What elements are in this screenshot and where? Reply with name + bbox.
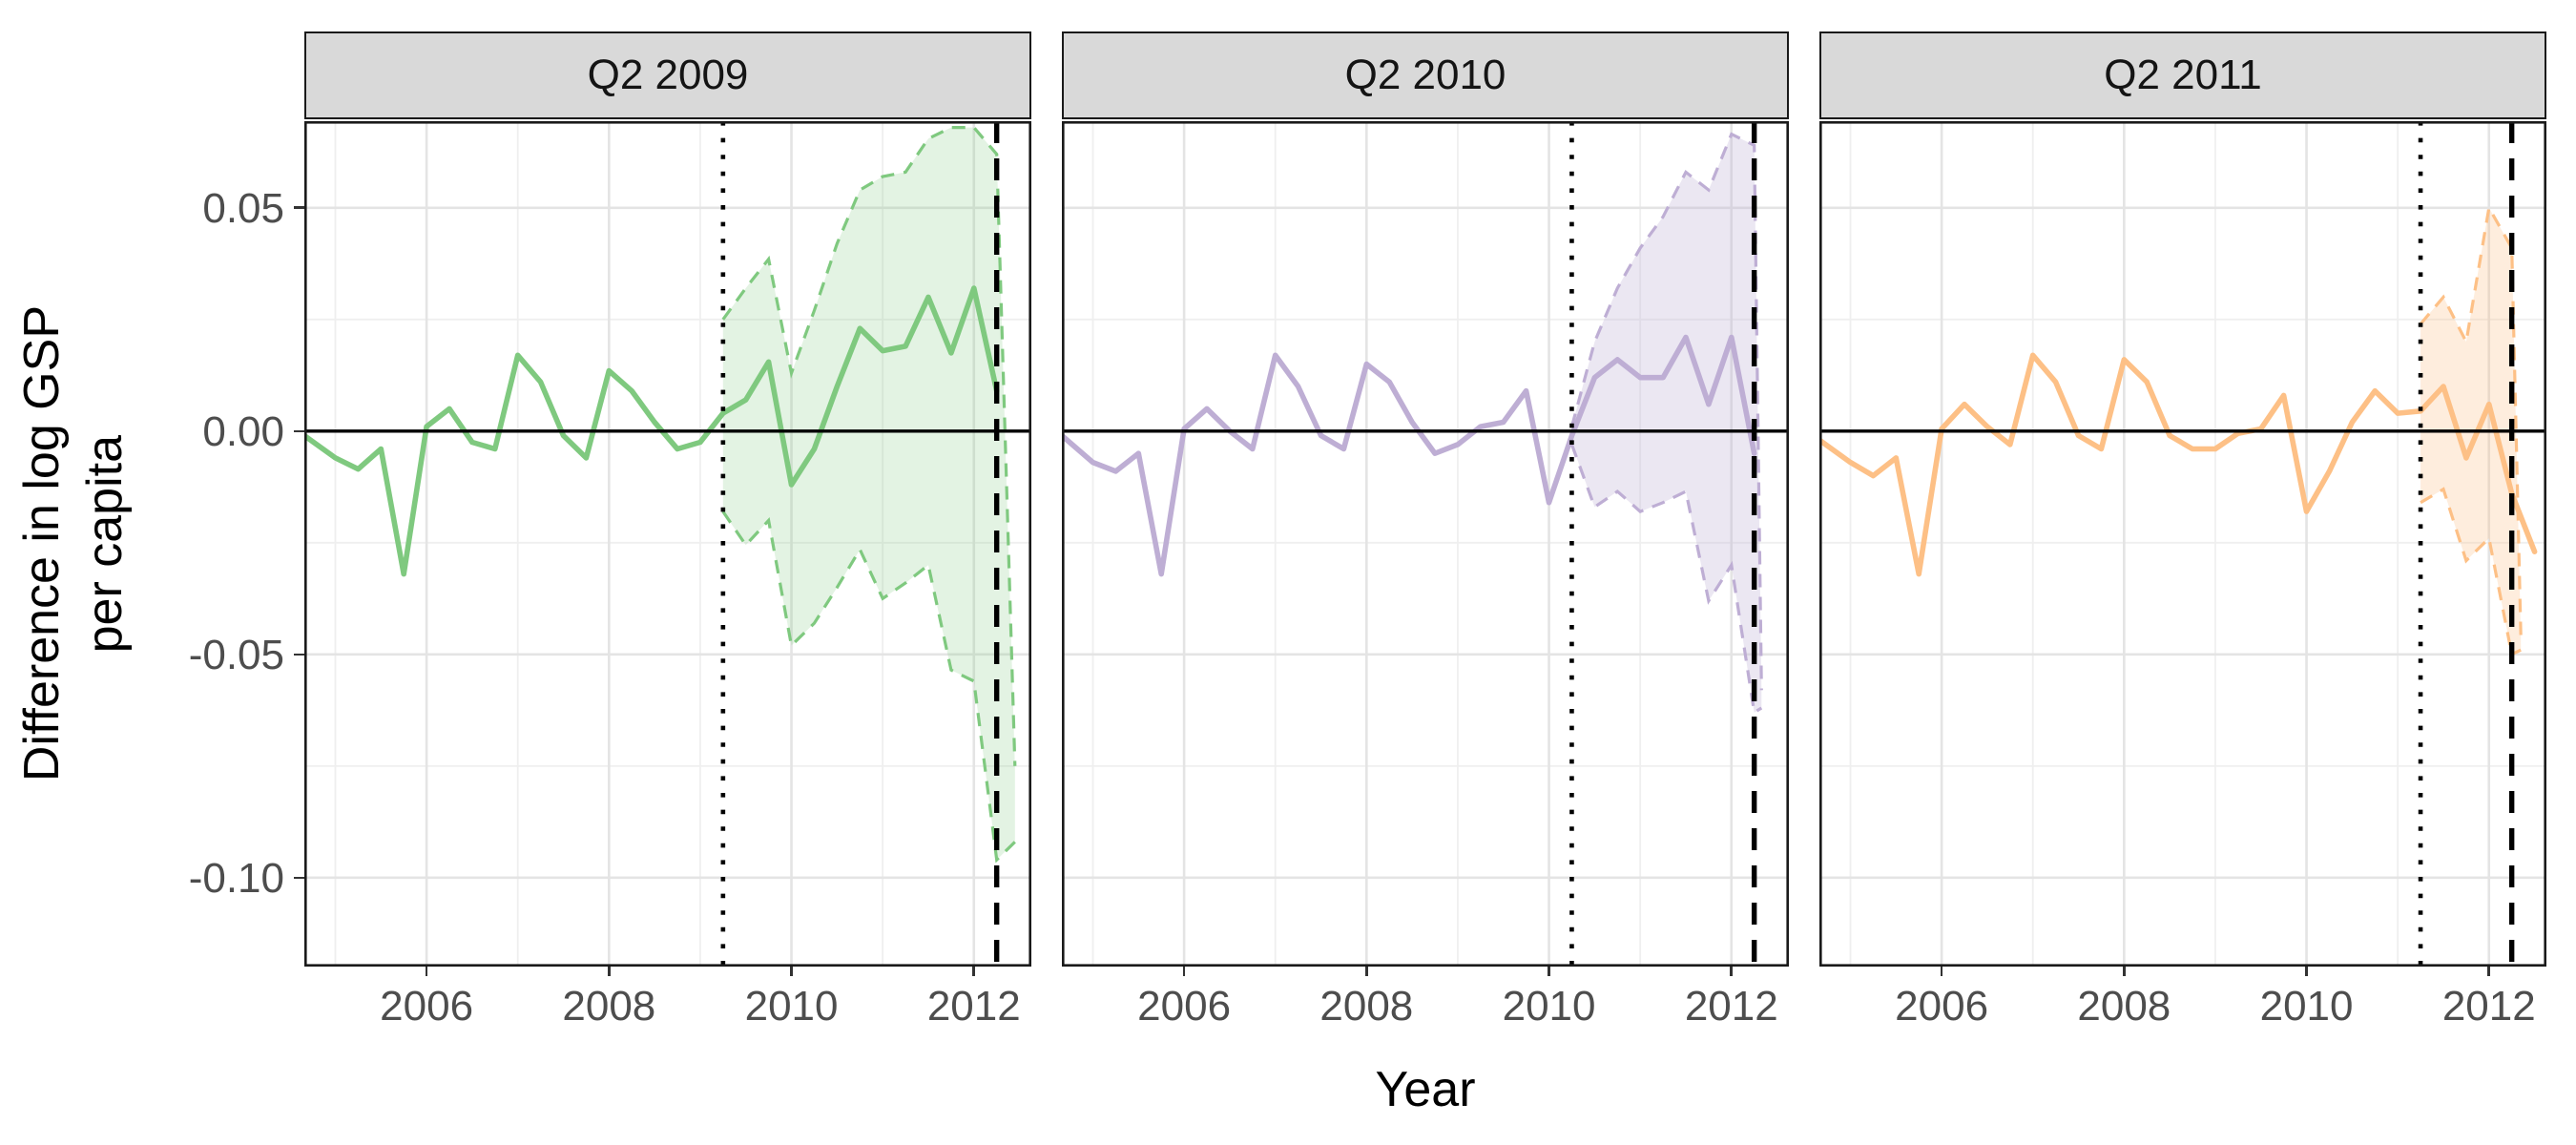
x-axis-tick-label: 2008 — [1319, 983, 1414, 1030]
confidence-ribbon — [1571, 134, 1762, 713]
y-axis-title: Difference in log GSP per capita — [13, 121, 134, 967]
facet-strip: Q2 2011 — [1819, 31, 2546, 119]
facet-strip-label: Q2 2011 — [2104, 52, 2262, 98]
x-axis-tick-mark — [790, 967, 793, 976]
x-axis-tick-mark — [1365, 967, 1368, 976]
x-axis-tick-label: 2006 — [1895, 983, 1989, 1030]
facet-strip-label: Q2 2010 — [1344, 52, 1506, 98]
ci-lower-dashed-line — [721, 510, 1016, 864]
x-axis-tick-label: 2008 — [2077, 983, 2171, 1030]
x-axis-tick-label: 2010 — [2259, 983, 2354, 1030]
x-axis-tick-mark — [425, 967, 428, 976]
x-axis-tick-mark — [608, 967, 611, 976]
y-axis-tick-label: -0.05 — [188, 631, 284, 678]
x-axis-tick-mark — [1940, 967, 1943, 976]
y-axis-title-line2: per capita — [77, 434, 133, 654]
y-axis-title-line1: Difference in log GSP — [14, 305, 70, 782]
x-axis-tick-mark — [2305, 967, 2308, 976]
x-axis-tick-label: 2006 — [380, 983, 474, 1030]
y-axis-tick-mark — [294, 876, 304, 880]
ci-lower-dashed-line — [1569, 444, 1763, 716]
facet-strip: Q2 2009 — [304, 31, 1031, 119]
x-axis-tick-mark — [1548, 967, 1550, 976]
x-axis-tick-label: 2012 — [926, 983, 1021, 1030]
x-axis-tick-label: 2010 — [744, 983, 839, 1030]
panel-border — [304, 121, 1031, 967]
x-axis-tick-mark — [1730, 967, 1734, 976]
x-axis-tick-label: 2006 — [1137, 983, 1232, 1030]
gap-estimate-line — [1062, 334, 1757, 577]
chart-panel — [304, 121, 1031, 967]
ci-upper-dashed-line — [721, 126, 1017, 766]
facet-strip-label: Q2 2009 — [587, 52, 749, 98]
y-axis-tick-mark — [294, 206, 304, 210]
x-axis-tick-label: 2010 — [1502, 983, 1596, 1030]
x-axis-tick-label: 2012 — [2441, 983, 2536, 1030]
panel-border — [1062, 121, 1789, 967]
ci-upper-dashed-line — [1569, 132, 1763, 691]
x-axis-tick-label: 2012 — [1684, 983, 1778, 1030]
gap-estimate-line — [304, 285, 1000, 577]
x-axis-tick-mark — [972, 967, 976, 976]
chart-panel — [1819, 121, 2546, 967]
confidence-ribbon — [722, 127, 1015, 861]
panel-border — [1819, 121, 2546, 967]
x-axis-tick-mark — [2487, 967, 2491, 976]
y-axis-tick-label: 0.05 — [202, 184, 284, 232]
y-axis-tick-mark — [294, 653, 304, 656]
x-axis-tick-mark — [1182, 967, 1186, 976]
x-axis-title: Year — [1375, 1062, 1476, 1117]
gap-estimate-line — [1819, 352, 2538, 577]
x-axis-tick-label: 2008 — [562, 983, 656, 1030]
y-axis-tick-label: 0.00 — [202, 407, 284, 455]
y-axis-tick-mark — [294, 429, 304, 433]
chart-panel — [1062, 121, 1789, 967]
facet-strip: Q2 2010 — [1062, 31, 1789, 119]
x-axis-tick-mark — [2123, 967, 2126, 976]
y-axis-tick-label: -0.10 — [188, 854, 284, 902]
panel-background — [1819, 121, 2546, 967]
